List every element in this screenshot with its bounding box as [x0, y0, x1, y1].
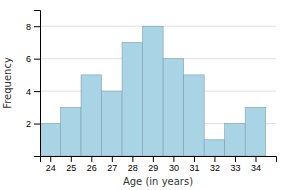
x-tick-label: 30 — [169, 163, 179, 173]
bar — [143, 26, 164, 156]
x-tick-mark — [235, 156, 236, 162]
y-axis: 2 4 6 8 — [26, 11, 41, 157]
x-tick: 33 — [230, 156, 240, 173]
bar — [102, 91, 123, 156]
y-tick-label: 4 — [26, 86, 31, 96]
y-tick: 4 — [26, 86, 40, 96]
y-tick: 8 — [26, 22, 40, 32]
x-tick-label: 24 — [46, 163, 56, 173]
x-tick-mark — [112, 156, 113, 162]
x-tick: 31 — [189, 156, 199, 173]
bar — [61, 107, 82, 156]
bar — [163, 59, 184, 156]
x-tick-mark — [50, 156, 51, 162]
x-axis-title: Age (in years) — [123, 176, 193, 187]
y-axis-title: Frequency — [2, 57, 13, 109]
x-tick-label: 34 — [251, 163, 261, 173]
x-tick-label: 27 — [107, 163, 117, 173]
y-tick-label: 6 — [26, 54, 31, 64]
x-axis: 24 25 26 27 28 29 30 31 32 33 34 — [41, 156, 277, 173]
x-tick-mark — [91, 156, 92, 162]
bars — [40, 26, 266, 156]
y-tick-mark — [34, 124, 40, 125]
x-tick-mark — [194, 156, 195, 162]
x-tick-label: 33 — [230, 163, 240, 173]
x-tick: 24 — [46, 156, 56, 173]
y-tick: 6 — [26, 54, 40, 64]
y-tick-mark — [34, 59, 40, 60]
x-tick-label: 28 — [128, 163, 138, 173]
x-tick-label: 26 — [87, 163, 97, 173]
x-tick-label: 25 — [66, 163, 76, 173]
bar — [245, 107, 266, 156]
bar — [204, 140, 225, 156]
y-axis-line — [34, 11, 41, 157]
y-tick-mark — [34, 91, 40, 92]
x-tick: 26 — [87, 156, 97, 173]
bar — [184, 75, 205, 156]
x-tick-label: 31 — [189, 163, 199, 173]
x-tick-label: 29 — [148, 163, 158, 173]
x-tick-mark — [132, 156, 133, 162]
x-tick: 32 — [210, 156, 220, 173]
bar — [81, 75, 102, 156]
x-tick: 28 — [128, 156, 138, 173]
x-tick-mark — [214, 156, 215, 162]
x-tick: 34 — [251, 156, 261, 173]
x-axis-line — [41, 157, 277, 163]
x-tick-label: 32 — [210, 163, 220, 173]
plot: 24252627282930313233342468 — [26, 11, 277, 174]
y-tick: 2 — [26, 119, 40, 129]
x-tick: 25 — [66, 156, 76, 173]
x-tick-mark — [153, 156, 154, 162]
bar — [122, 42, 143, 156]
chart: 24252627282930313233342468Age (in years)… — [0, 0, 288, 190]
y-tick-label: 2 — [26, 119, 31, 129]
x-tick: 29 — [148, 156, 158, 173]
x-tick-mark — [173, 156, 174, 162]
bar — [225, 124, 246, 156]
x-tick: 30 — [169, 156, 179, 173]
y-tick-mark — [34, 26, 40, 27]
y-tick-label: 8 — [26, 22, 31, 32]
x-tick-mark — [255, 156, 256, 162]
x-tick: 27 — [107, 156, 117, 173]
x-tick-mark — [71, 156, 72, 162]
bar — [40, 124, 61, 156]
